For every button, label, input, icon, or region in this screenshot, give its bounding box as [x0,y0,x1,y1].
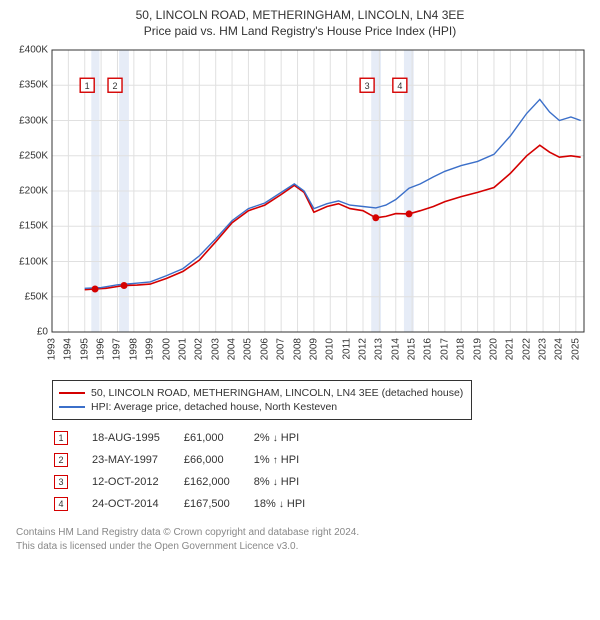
legend-label: HPI: Average price, detached house, Nort… [91,401,337,413]
sale-price: £167,500 [184,494,252,514]
sale-date: 12-OCT-2012 [92,472,182,492]
chart-title: 50, LINCOLN ROAD, METHERINGHAM, LINCOLN,… [8,8,592,22]
sale-row: 3 12-OCT-2012£162,0008% ↓ HPI [54,472,327,492]
sale-date: 23-MAY-1997 [92,450,182,470]
sale-marker: 4 [54,497,68,511]
svg-text:1: 1 [85,81,90,91]
x-axis-label: 2023 [538,338,549,360]
x-axis-label: 2011 [341,338,352,360]
sale-marker: 3 [54,475,68,489]
x-axis-label: 2009 [308,338,319,360]
svg-text:3: 3 [365,81,370,91]
x-axis-label: 2012 [358,338,369,360]
x-axis-label: 2022 [521,338,532,360]
y-axis-label: £100K [8,256,48,267]
x-axis-label: 1998 [128,338,139,360]
sale-price: £162,000 [184,472,252,492]
x-axis-label: 2016 [423,338,434,360]
x-axis-label: 2015 [407,338,418,360]
footnote: Contains HM Land Registry data © Crown c… [16,526,592,553]
sale-delta: 18% ↓ HPI [254,494,327,514]
legend-label: 50, LINCOLN ROAD, METHERINGHAM, LINCOLN,… [91,387,463,399]
sale-delta: 1% ↑ HPI [254,450,327,470]
x-axis-label: 2001 [177,338,188,360]
x-axis-label: 1995 [79,338,90,360]
sales-table: 118-AUG-1995£61,0002% ↓ HPI223-MAY-1997£… [52,426,329,516]
svg-text:4: 4 [397,81,402,91]
x-axis-label: 2020 [488,338,499,360]
x-axis-label: 2014 [390,338,401,360]
sale-date: 18-AUG-1995 [92,428,182,448]
y-axis-label: £300K [8,115,48,126]
x-axis-label: 2010 [325,338,336,360]
x-axis-label: 2007 [276,338,287,360]
x-axis-label: 2002 [194,338,205,360]
footnote-line: Contains HM Land Registry data © Crown c… [16,526,592,540]
x-axis-label: 1994 [63,338,74,360]
chart-subtitle: Price paid vs. HM Land Registry's House … [8,24,592,38]
y-axis-label: £0 [8,327,48,338]
x-axis-label: 2008 [292,338,303,360]
x-axis-label: 2017 [439,338,450,360]
sale-delta: 8% ↓ HPI [254,472,327,492]
sale-price: £66,000 [184,450,252,470]
x-axis-label: 2019 [472,338,483,360]
legend: 50, LINCOLN ROAD, METHERINGHAM, LINCOLN,… [52,380,472,420]
y-axis-label: £200K [8,186,48,197]
legend-item: HPI: Average price, detached house, Nort… [59,401,465,413]
x-axis-label: 1999 [145,338,156,360]
x-axis-label: 2024 [554,338,565,360]
y-axis-label: £400K [8,45,48,56]
x-axis-label: 2006 [259,338,270,360]
y-axis-label: £250K [8,150,48,161]
legend-swatch [59,392,85,394]
x-axis-label: 1993 [47,338,58,360]
x-axis-label: 2000 [161,338,172,360]
y-axis-label: £350K [8,80,48,91]
legend-item: 50, LINCOLN ROAD, METHERINGHAM, LINCOLN,… [59,387,465,399]
x-axis-label: 1997 [112,338,123,360]
sale-date: 24-OCT-2014 [92,494,182,514]
legend-swatch [59,406,85,408]
sale-row: 2 23-MAY-1997£66,0001% ↑ HPI [54,450,327,470]
x-axis-label: 2021 [505,338,516,360]
x-axis-label: 2025 [570,338,581,360]
sale-marker: 1 [54,431,68,445]
sale-marker: 2 [54,453,68,467]
line-chart: 1 2 3 4 [8,42,592,372]
y-axis-label: £150K [8,221,48,232]
x-axis-label: 2004 [227,338,238,360]
x-axis-label: 1996 [96,338,107,360]
svg-text:2: 2 [113,81,118,91]
x-axis-label: 2005 [243,338,254,360]
x-axis-label: 2018 [456,338,467,360]
x-axis-label: 2013 [374,338,385,360]
sale-row: 4 24-OCT-2014£167,50018% ↓ HPI [54,494,327,514]
footnote-line: This data is licensed under the Open Gov… [16,540,592,554]
y-axis-label: £50K [8,291,48,302]
sale-delta: 2% ↓ HPI [254,428,327,448]
sale-price: £61,000 [184,428,252,448]
sale-row: 1 18-AUG-1995£61,0002% ↓ HPI [54,428,327,448]
chart-titles: 50, LINCOLN ROAD, METHERINGHAM, LINCOLN,… [8,8,592,38]
chart-area: 1 2 3 4 £0 £50K £100K £150K £200K £250K £300K £350… [8,42,592,372]
x-axis-label: 2003 [210,338,221,360]
